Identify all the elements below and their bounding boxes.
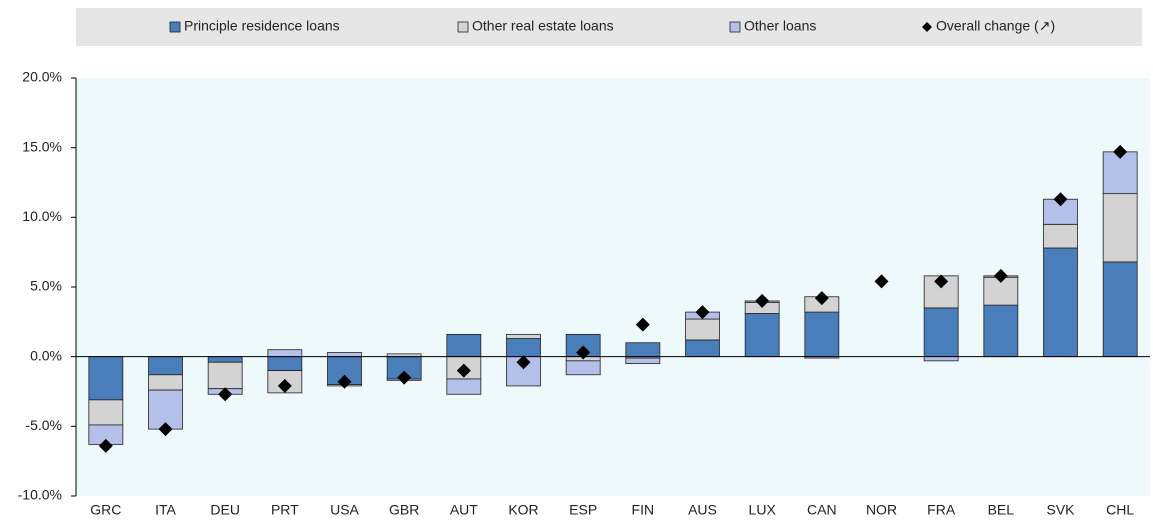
overall-change-marker — [695, 305, 710, 320]
overall-change-marker — [934, 274, 949, 289]
bar-segment — [267, 349, 303, 358]
overall-change-marker — [1113, 144, 1128, 159]
overall-change-marker — [456, 363, 471, 378]
bar-segment — [625, 342, 661, 358]
legend-background — [76, 8, 1142, 46]
bar-segment — [685, 318, 720, 341]
y-tick-label: 15.0% — [22, 138, 62, 154]
x-tick-label: PRT — [271, 502, 299, 518]
x-tick-label: SVK — [1046, 502, 1075, 518]
legend-swatch — [169, 21, 181, 33]
plot-area — [76, 78, 1150, 496]
x-tick-label: KOR — [508, 502, 538, 518]
x-tick-label: NOR — [866, 502, 897, 518]
overall-change-marker — [98, 438, 113, 453]
bar-segment — [923, 307, 959, 358]
overall-change-marker — [993, 268, 1008, 283]
bar-segment — [506, 333, 541, 339]
bar-segment — [1102, 261, 1138, 358]
x-tick-label: CHL — [1106, 502, 1134, 518]
bar-segment — [148, 356, 183, 376]
overall-change-marker — [516, 355, 531, 370]
y-tick-label: 20.0% — [22, 69, 62, 85]
y-tick-label: 0.0% — [30, 347, 62, 363]
bar-segment — [446, 333, 482, 358]
bar-segment — [446, 378, 482, 395]
overall-change-marker — [158, 422, 173, 437]
bar-segment — [1043, 223, 1078, 249]
bar-segment — [804, 311, 840, 358]
y-tick-label: 5.0% — [30, 278, 62, 294]
overall-change-marker — [277, 378, 292, 393]
legend-label: Other real estate loans — [472, 18, 614, 34]
x-tick-label: CAN — [807, 502, 837, 518]
overall-change-marker — [755, 293, 770, 308]
x-tick-label: USA — [330, 502, 359, 518]
overall-change-marker — [874, 274, 889, 289]
overall-change-marker — [814, 291, 829, 306]
bar-segment — [88, 356, 124, 401]
overall-change-marker — [635, 317, 650, 332]
x-tick-label: DEU — [210, 502, 240, 518]
bar-segment — [267, 356, 303, 371]
legend-swatch — [729, 21, 741, 33]
bar-segment — [983, 304, 1019, 358]
bar-segment — [506, 338, 541, 358]
x-tick-label: ESP — [569, 502, 597, 518]
bar-segment — [685, 339, 720, 358]
y-tick-label: -5.0% — [25, 417, 62, 433]
y-tick-label: 10.0% — [22, 208, 62, 224]
overall-change-marker — [218, 387, 233, 402]
x-tick-label: LUX — [749, 502, 777, 518]
x-tick-label: FRA — [927, 502, 956, 518]
x-tick-label: AUT — [450, 502, 478, 518]
bar-segment — [565, 360, 601, 376]
x-tick-label: BEL — [988, 502, 1015, 518]
overall-change-marker — [397, 370, 412, 385]
legend-swatch — [457, 21, 469, 33]
bar-segment — [625, 357, 661, 365]
overall-change-marker — [1053, 192, 1068, 207]
bar-segment — [207, 356, 243, 363]
overall-change-marker — [576, 345, 591, 360]
legend-label: Principle residence loans — [184, 18, 340, 34]
x-tick-label: FIN — [632, 502, 655, 518]
legend-label: Overall change (↗) — [936, 18, 1055, 34]
overall-change-marker — [337, 374, 352, 389]
bar-segment — [148, 374, 183, 391]
bar-segment — [327, 352, 362, 358]
bar-segment — [923, 356, 959, 362]
x-tick-label: GBR — [389, 502, 419, 518]
legend-label: Other loans — [744, 18, 816, 34]
bar-segment — [88, 399, 124, 426]
x-tick-label: AUS — [688, 502, 717, 518]
legend-marker — [922, 22, 932, 32]
y-tick-label: -10.0% — [18, 487, 62, 503]
bar-segment — [207, 361, 243, 390]
x-tick-label: GRC — [90, 502, 121, 518]
bar-segment — [1102, 193, 1138, 263]
x-tick-label: ITA — [155, 502, 176, 518]
bar-segment — [744, 313, 780, 358]
bar-segment — [1043, 247, 1078, 358]
